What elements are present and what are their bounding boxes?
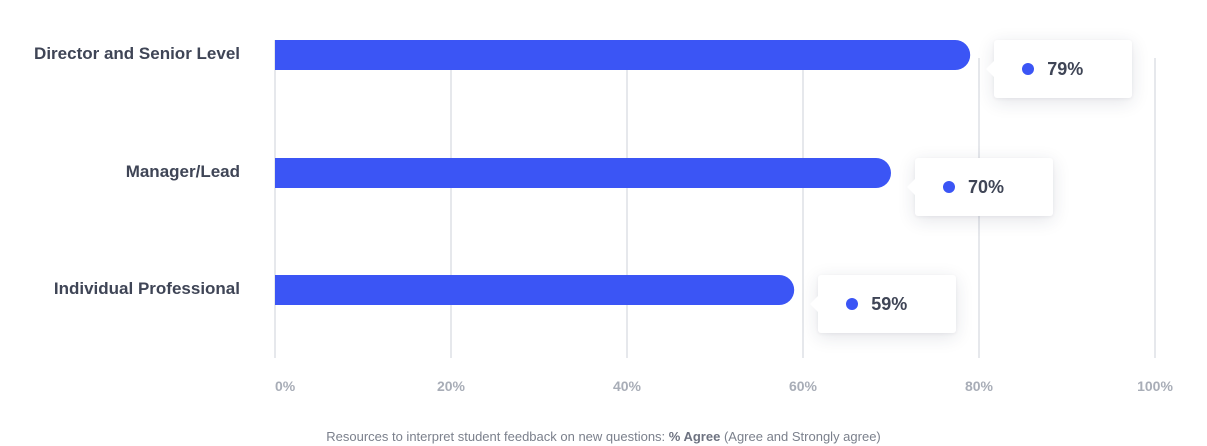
- series-dot-icon: [1022, 63, 1035, 75]
- data-label: 70%: [968, 176, 1005, 197]
- series-dot-icon: [943, 181, 955, 193]
- x-tick-label: 0%: [275, 378, 296, 394]
- caption-suffix: (Agree and Strongly agree): [720, 429, 881, 444]
- tooltip-pointer: [986, 61, 995, 77]
- value-tooltip: 79%: [986, 40, 1133, 98]
- data-label: 59%: [871, 293, 908, 314]
- series-dot-icon: [846, 298, 859, 310]
- x-tick-label: 60%: [788, 378, 818, 394]
- x-tick-label: 40%: [612, 378, 642, 394]
- bar[interactable]: [275, 275, 795, 305]
- caption-prefix: Resources to interpret student feedback …: [326, 429, 669, 444]
- x-tick-label: 80%: [964, 378, 994, 394]
- category-label: Director and Senior Level: [34, 44, 240, 63]
- value-tooltip: 59%: [810, 275, 957, 333]
- x-tick-label: 20%: [436, 378, 466, 394]
- tooltip-pointer: [810, 296, 819, 312]
- category-label: Individual Professional: [53, 279, 240, 298]
- chart-caption: Resources to interpret student feedback …: [0, 429, 1207, 444]
- value-tooltip: 70%: [907, 158, 1053, 216]
- bar[interactable]: [275, 158, 891, 188]
- data-label: 79%: [1047, 58, 1084, 79]
- tooltip-pointer: [907, 179, 915, 195]
- caption-emphasis: % Agree: [668, 429, 721, 444]
- category-label: Manager/Lead: [125, 162, 240, 181]
- x-tick-label: 100%: [1137, 378, 1173, 394]
- bar[interactable]: [275, 40, 971, 70]
